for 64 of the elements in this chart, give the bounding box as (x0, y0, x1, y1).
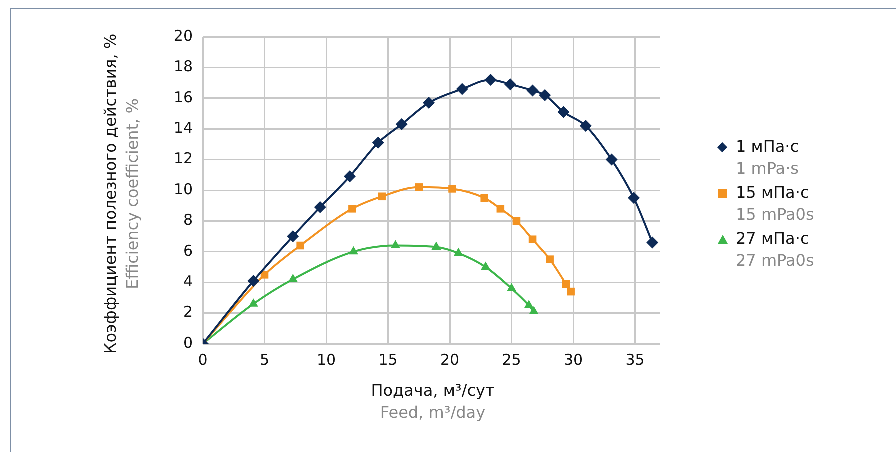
point (481, 262, 491, 270)
point (558, 106, 570, 118)
legend-label: 1 мПа·с 1 mPa·s (736, 136, 800, 180)
point (348, 246, 358, 255)
point (628, 192, 640, 204)
y-tick-label: 18 (174, 58, 193, 76)
y-tick-label: 20 (174, 26, 193, 45)
x-tick-label: 25 (502, 350, 522, 369)
point (496, 205, 505, 213)
y-tick-label: 2 (183, 303, 193, 322)
y-tick-label: 6 (183, 242, 193, 260)
point (454, 248, 464, 256)
point (415, 184, 424, 192)
x-tick-label: 20 (440, 350, 460, 369)
point (480, 194, 488, 202)
x-axis-title: Подача, м³/сут Feed, m³/day (370, 380, 496, 424)
point (606, 154, 618, 166)
point (288, 274, 298, 282)
y-tick-label: 10 (174, 180, 193, 198)
point (248, 298, 258, 307)
y-tick-label: 4 (183, 272, 193, 290)
point (528, 236, 537, 244)
point (348, 205, 356, 213)
point (296, 242, 304, 250)
point (248, 275, 260, 288)
point (378, 192, 386, 201)
point (539, 89, 552, 102)
point (562, 280, 570, 288)
point (344, 170, 356, 183)
x-tick-label: 0 (198, 350, 208, 369)
point (507, 283, 517, 292)
y-axis-title: Коэффициент полезного действия, % Efficiency coefficient, % (100, 32, 143, 356)
point (546, 256, 554, 264)
point (456, 83, 468, 96)
point (260, 271, 269, 279)
point (524, 300, 534, 308)
point (396, 118, 408, 130)
y-tick-label: 14 (174, 118, 193, 137)
legend-label: 15 мПа·с 15 mPa0s (736, 182, 814, 226)
y-tick-label: 8 (183, 211, 193, 230)
point (314, 201, 326, 214)
point (504, 78, 517, 91)
point (512, 217, 521, 226)
y-tick-label: 0 (183, 334, 193, 352)
point (287, 230, 300, 243)
point (448, 185, 456, 193)
point (529, 306, 539, 315)
x-tick-label: 10 (316, 350, 336, 369)
point (372, 136, 384, 149)
x-tick-label: 30 (564, 350, 584, 369)
legend-label: 27 мПа·с 27 mPa0s (736, 228, 814, 272)
point (423, 97, 436, 110)
point (526, 84, 539, 97)
point (580, 120, 592, 132)
x-tick-label: 15 (378, 350, 398, 369)
x-tick-label: 5 (260, 350, 270, 369)
point (390, 240, 400, 249)
y-tick-label: 12 (174, 150, 193, 168)
point (567, 288, 575, 296)
point (484, 74, 497, 86)
x-tick-label: 35 (626, 350, 645, 369)
y-tick-label: 16 (174, 88, 193, 106)
point (646, 236, 659, 249)
point (432, 242, 442, 250)
